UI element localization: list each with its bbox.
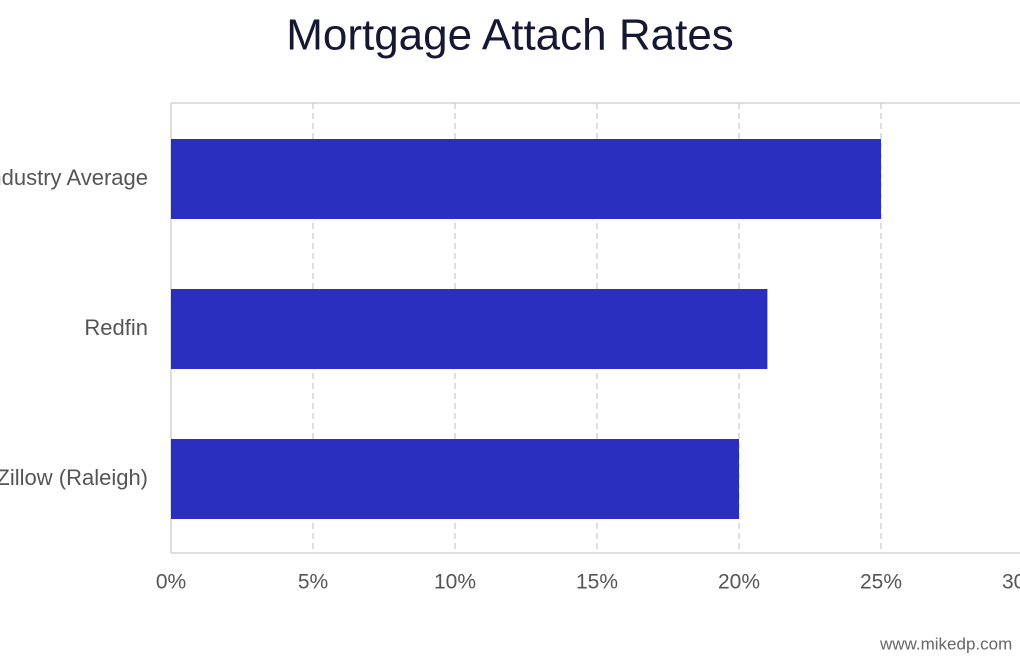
x-tick-label: 5% (298, 571, 328, 594)
y-tick-label: Zillow (Raleigh) (0, 465, 148, 490)
x-tick-label: 25% (860, 571, 902, 594)
bar (171, 289, 768, 369)
chart-title: Mortgage Attach Rates (286, 11, 734, 60)
source-credit: www.mikedp.com (879, 634, 1012, 653)
x-tick-label: 10% (434, 571, 476, 594)
y-tick-label: Redfin (84, 315, 148, 340)
x-tick-label: 30% (1002, 571, 1020, 594)
x-tick-label: 20% (718, 571, 760, 594)
x-tick-label: 15% (576, 571, 618, 594)
bar (171, 439, 739, 519)
y-tick-label: Industry Average (0, 165, 148, 190)
bar (171, 139, 881, 219)
x-tick-label: 0% (156, 571, 186, 594)
